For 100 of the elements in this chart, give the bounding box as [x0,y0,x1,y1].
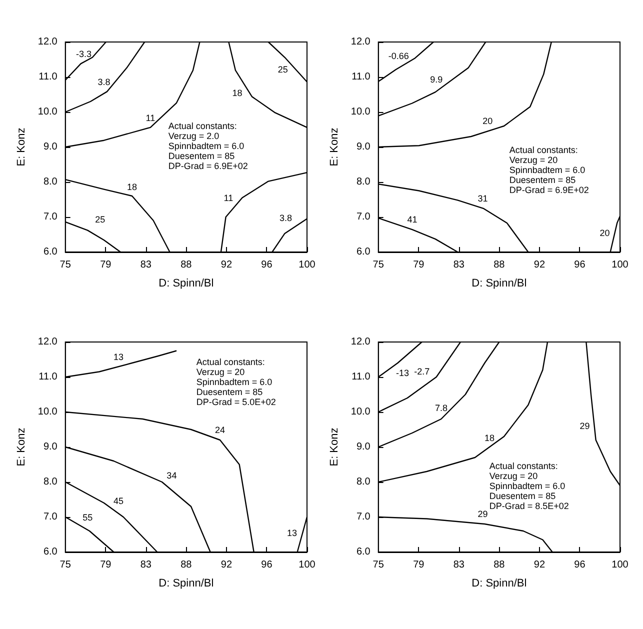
annotation: 18 [484,432,495,443]
y-tick-label: 8.0 [356,176,371,188]
annotation: -3.3 [76,49,92,60]
annotation: 31 [478,193,488,204]
y-tick-label: 8.0 [43,476,58,488]
y-tick-label: 11.0 [352,372,371,382]
annotation: 3.8 [279,213,292,224]
y-tick-label: 9.0 [356,142,371,152]
y-tick-label: 7.0 [356,512,371,522]
annotation: Actual constants: [509,145,578,155]
annotation: Verzug = 2.0 [168,131,220,141]
x-tick-label: 92 [534,560,546,570]
annotation: 41 [407,214,418,225]
y-tick-label: 6.0 [43,546,58,558]
annotation: 29 [580,421,590,431]
annotation: 11 [146,112,156,123]
annotation: Spinnbadtem = 6.0 [489,481,566,491]
x-tick-label: 75 [60,260,72,270]
y-tick-label: 12.0 [38,36,58,48]
x-tick-label: 75 [60,560,72,570]
x-tick-label: 100 [298,560,316,570]
y-tick-label: 7.0 [356,212,371,222]
y-tick-label: 11.0 [38,72,58,82]
annotation: 18 [232,88,242,98]
annotation: Actual constants: [489,461,558,471]
y-tick-label: 11.0 [352,72,371,82]
annotation: 11 [224,192,234,203]
x-tick-label: 79 [100,260,112,270]
x-tick-label: 83 [453,260,465,270]
x-tick-label: 88 [180,260,192,270]
y-tick-label: 10.0 [38,106,58,118]
y-axis-title: E: Konz [16,428,28,466]
annotation: Duesentem = 85 [509,175,576,185]
annotation: 7.8 [434,403,448,414]
x-tick-label: 88 [494,260,506,270]
annotation: DP-Grad = 6.9E+02 [509,185,589,195]
y-tick-label: 12.0 [350,336,371,348]
annotation: DP-Grad = 8.5E+02 [489,501,569,511]
x-axis-title: D: Spinn/Bl [158,578,214,590]
y-tick-label: 6.0 [356,546,371,558]
x-tick-label: 100 [612,260,629,270]
annotation: 29 [478,509,488,520]
y-axis-title: E: Konz [328,128,340,166]
annotation: Verzug = 20 [489,471,538,481]
y-tick-label: 6.0 [43,246,58,258]
x-tick-label: 88 [494,560,506,570]
y-tick-label: 7.0 [43,212,58,222]
x-tick-label: 92 [220,560,232,570]
y-tick-label: 10.0 [38,406,58,418]
y-tick-label: 12.0 [350,36,371,48]
annotation: 3.8 [98,76,110,87]
y-tick-label: 6.0 [356,246,371,258]
x-tick-label: 100 [612,560,629,570]
annotation: Spinnbadtem = 6.0 [196,377,272,387]
annotation: 13 [286,528,297,538]
annotation: 34 [166,470,177,481]
annotation: 25 [278,64,288,75]
y-tick-label: 12.0 [38,336,58,348]
annotation: 45 [114,496,124,506]
x-tick-label: 75 [372,260,384,270]
y-tick-label: 7.0 [43,512,58,522]
x-axis-title: D: Spinn/Bl [158,278,214,290]
annotation: Duesentem = 85 [489,491,556,501]
annotation: Actual constants: [196,357,265,367]
x-tick-label: 79 [413,260,425,270]
annotation: DP-Grad = 6.9E+02 [168,161,248,171]
annotation: 24 [215,424,226,435]
x-tick-label: 96 [574,260,586,270]
x-tick-label: 96 [261,560,273,570]
x-tick-label: 96 [574,560,586,570]
x-tick-label: 79 [413,560,425,570]
y-tick-label: 9.0 [43,442,58,452]
annotation: Spinnbadtem = 6.0 [509,165,586,175]
annotation: -0.66 [388,51,409,62]
y-axis-title: E: Konz [16,128,28,166]
x-tick-label: 88 [180,560,192,570]
annotation: Duesentem = 85 [196,387,263,397]
y-tick-label: 9.0 [356,442,371,452]
annotation: -2.7 [414,366,430,376]
annotation: Actual constants: [168,121,237,131]
x-axis-title: D: Spinn/Bl [472,578,527,590]
x-tick-label: 100 [298,260,316,270]
x-tick-label: 92 [220,260,232,270]
annotation: 18 [127,182,138,192]
annotation: Verzug = 20 [509,155,558,165]
x-tick-label: 75 [372,560,384,570]
annotation: -13 [396,368,410,378]
annotation: Verzug = 20 [196,367,245,377]
x-tick-label: 79 [100,560,112,570]
annotation: 9.9 [430,74,443,84]
annotation: 20 [600,228,610,238]
annotation: DP-Grad = 5.0E+02 [196,397,276,407]
annotation: Duesentem = 85 [168,151,235,161]
annotation: 55 [82,512,93,523]
y-tick-label: 8.0 [43,176,58,188]
annotation: 25 [95,214,106,224]
y-axis-title: E: Konz [328,428,340,466]
x-tick-label: 83 [140,260,152,270]
x-tick-label: 92 [534,260,546,270]
y-tick-label: 10.0 [350,406,371,418]
